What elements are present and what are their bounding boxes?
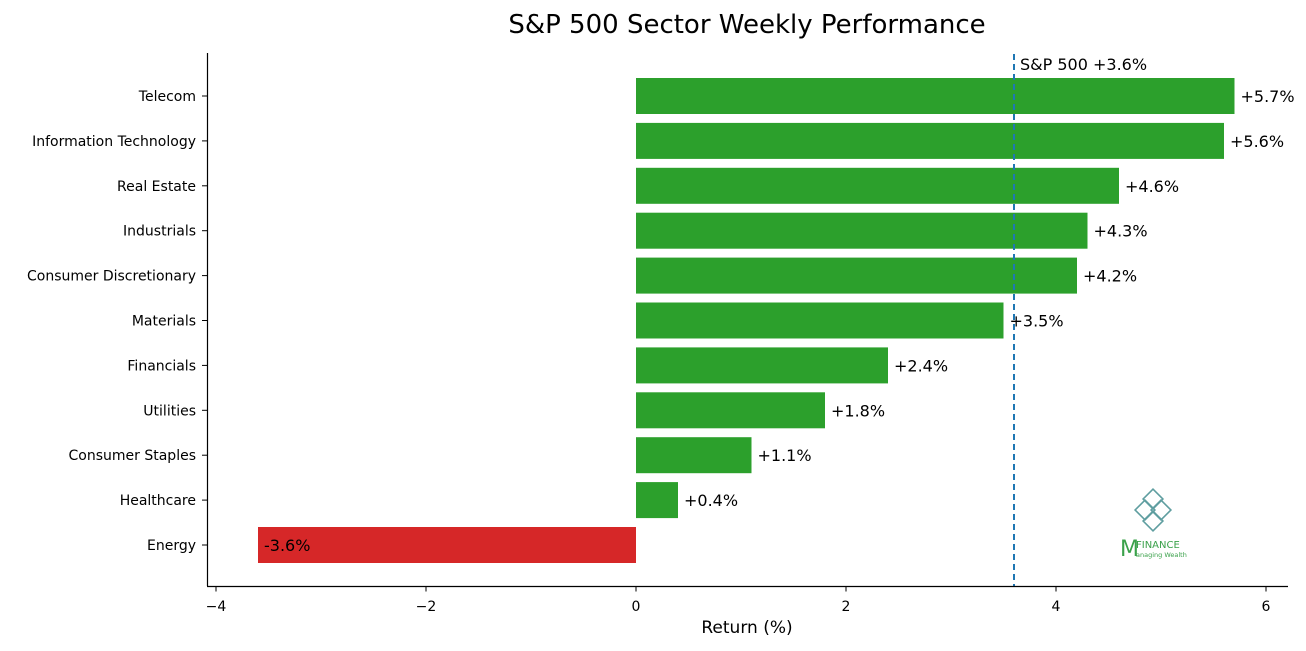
category-label: Information Technology — [32, 134, 196, 150]
category-label: Materials — [132, 314, 196, 330]
data-label: -3.6% — [264, 536, 310, 555]
x-tick-label: −2 — [416, 599, 437, 615]
logo-letter: M — [1120, 537, 1139, 562]
category-label: Energy — [147, 538, 196, 554]
data-label: +4.6% — [1125, 177, 1179, 196]
data-label: +1.1% — [758, 446, 812, 465]
category-label: Telecom — [138, 89, 196, 105]
data-label: +2.4% — [894, 356, 948, 375]
x-tick-label: −4 — [206, 599, 227, 615]
x-tick-label: 0 — [632, 599, 641, 615]
bar-real-estate — [636, 167, 1119, 204]
bars-layer — [258, 78, 1235, 563]
category-label: Consumer Discretionary — [27, 269, 196, 285]
category-label: Industrials — [123, 224, 196, 240]
category-label: Healthcare — [120, 493, 196, 509]
data-labels-layer: +5.7% +5.6% +4.6% +4.3% +4.2% +3.5% +2.4% +1.8%… — [264, 87, 1295, 555]
data-label: +1.8% — [831, 401, 885, 420]
bar-energy — [258, 527, 636, 563]
bar-financials — [636, 347, 888, 384]
x-tick-label: 6 — [1262, 599, 1271, 615]
data-label: +0.4% — [684, 491, 738, 510]
data-label: +4.3% — [1094, 222, 1148, 241]
bar-consumer-staples — [636, 437, 752, 474]
bar-telecom — [636, 78, 1235, 114]
data-label: +5.6% — [1230, 132, 1284, 151]
data-label: +3.5% — [1010, 312, 1064, 331]
bar-materials — [636, 302, 1004, 339]
bar-healthcare — [636, 482, 678, 519]
bar-consumer-discretionary — [636, 257, 1077, 294]
bar-information-technology — [636, 122, 1224, 159]
x-ticks-layer: −4 −2 0 2 4 6 — [206, 586, 1271, 615]
x-tick-label: 2 — [842, 599, 851, 615]
category-label: Consumer Staples — [69, 448, 196, 464]
x-tick-label: 4 — [1052, 599, 1061, 615]
category-label: Real Estate — [117, 179, 196, 195]
benchmark-reference-label: S&P 500 +3.6% — [1020, 55, 1147, 74]
data-label: +4.2% — [1083, 267, 1137, 286]
chart-title: S&P 500 Sector Weekly Performance — [508, 10, 985, 40]
data-label: +5.7% — [1241, 87, 1295, 106]
bar-industrials — [636, 212, 1088, 249]
category-labels-layer: Telecom Information Technology Real Estate… — [27, 89, 207, 554]
x-axis-label: Return (%) — [701, 618, 792, 638]
endless-knot-icon — [1133, 487, 1173, 533]
finance-logo: M FINANCE anaging Wealth — [1120, 487, 1187, 562]
bar-utilities — [636, 392, 825, 429]
category-label: Utilities — [143, 403, 196, 419]
category-label: Financials — [127, 358, 196, 374]
logo-brand-name: FINANCE — [1136, 540, 1180, 551]
logo-tagline: anaging Wealth — [1136, 551, 1187, 559]
